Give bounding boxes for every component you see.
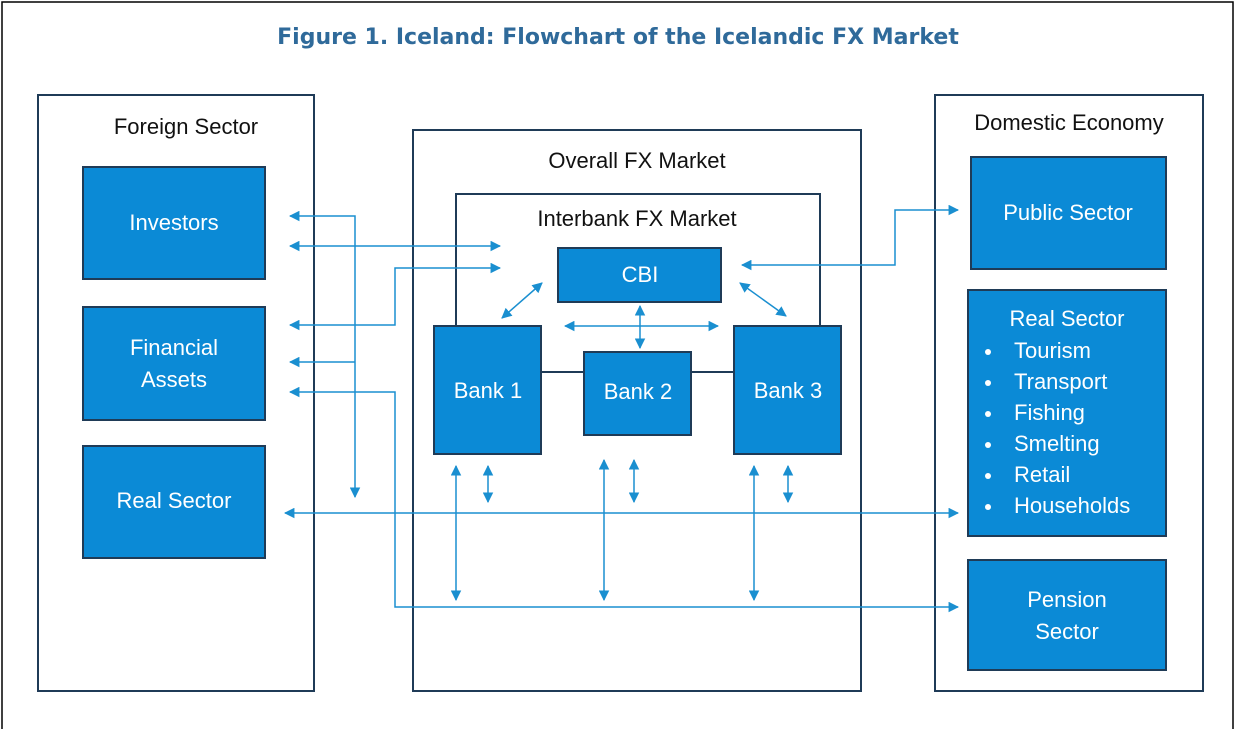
node xyxy=(433,325,542,455)
bullet-item: Tourism xyxy=(1014,338,1091,363)
node-label: Assets xyxy=(141,367,207,392)
node-label: Real Sector xyxy=(1010,306,1125,331)
node-label: Pension xyxy=(1027,587,1107,612)
node xyxy=(733,325,842,455)
node-label: Sector xyxy=(1035,619,1099,644)
bullet-item: Transport xyxy=(1014,369,1107,394)
bullet xyxy=(985,473,991,479)
panel-label: Interbank FX Market xyxy=(537,206,736,231)
bullet-item: Smelting xyxy=(1014,431,1100,456)
node xyxy=(557,247,722,303)
panel-label: Foreign Sector xyxy=(114,114,258,139)
node-label: Investors xyxy=(129,210,218,235)
bullet xyxy=(985,380,991,386)
panel-label: Overall FX Market xyxy=(548,148,725,173)
bullet xyxy=(985,442,991,448)
node xyxy=(82,166,266,280)
bullet xyxy=(985,349,991,355)
bullet xyxy=(985,411,991,417)
bullet-item: Households xyxy=(1014,493,1130,518)
node xyxy=(583,351,692,436)
node-label: Financial xyxy=(130,335,218,360)
node xyxy=(967,289,1167,537)
title: Figure 1. Iceland: Flowchart of the Icel… xyxy=(277,25,959,50)
bullet-list: Tourism Transport Fishing Smelting Retail Hou… xyxy=(985,338,1130,518)
arrows xyxy=(283,204,960,613)
node-label: Real Sector xyxy=(117,488,232,513)
node-label: Public Sector xyxy=(1003,200,1133,225)
panel-label: Domestic Economy xyxy=(974,110,1164,135)
node-label: CBI xyxy=(622,262,659,287)
node-label: Bank 3 xyxy=(754,378,823,403)
node-label: Bank 1 xyxy=(454,378,523,403)
node xyxy=(82,445,266,559)
node xyxy=(967,559,1167,671)
bullet xyxy=(985,504,991,510)
bullet-item: Retail xyxy=(1014,462,1070,487)
bullet-item: Fishing xyxy=(1014,400,1085,425)
node-label: Bank 2 xyxy=(604,379,673,404)
node xyxy=(970,156,1167,270)
node xyxy=(82,306,266,421)
